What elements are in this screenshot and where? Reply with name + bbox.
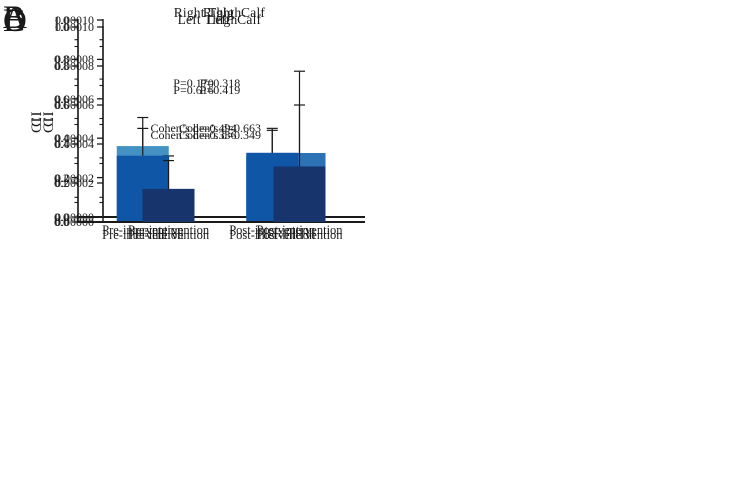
panel-letter-b: B — [3, 0, 26, 36]
panel-title-d: Left Calf — [206, 12, 262, 27]
y-tick-label: 0.00008 — [55, 59, 94, 73]
y-tick-label: 0.00010 — [55, 20, 94, 34]
x-category-label: Pre-intervention — [127, 228, 210, 242]
plot-canvas-d — [97, 26, 365, 223]
y-tick-label: 0.4 — [54, 137, 69, 151]
y-tick-label: 0.00000 — [55, 210, 94, 224]
cohens-d-text: Cohen’s d=0.663 — [178, 121, 262, 135]
p-value-text: P=0.616 — [173, 83, 214, 97]
y-tick-label: 0.00010 — [55, 13, 94, 27]
panel-title-b: Right Calf — [202, 5, 266, 20]
y-tick-label: 0.2 — [54, 176, 69, 190]
y-tick-label: 0.00002 — [55, 176, 94, 190]
y-tick-label: 0.00006 — [55, 98, 94, 112]
y-tick-label: 0.4 — [54, 131, 69, 146]
bar-post-intervention — [273, 166, 326, 222]
y-tick-label: 1.0 — [54, 20, 69, 34]
panel-letter-d: D — [3, 3, 27, 39]
bar-pre-intervention — [142, 188, 195, 222]
panel-title-c: Left Thigh — [177, 12, 238, 27]
y-tick-label: 0.00004 — [55, 137, 94, 151]
cohens-d-text: Cohen’s d=-0.336 — [150, 128, 237, 142]
p-value-text: P=0.318 — [199, 76, 241, 90]
y-tick-label: 1.0 — [54, 13, 69, 27]
y-tick-label: 0.8 — [54, 52, 69, 67]
x-category-label: Pre-intervention — [102, 228, 184, 242]
stats-annotation-d: P=0.419 Cohen’s d=0.349 — [89, 53, 351, 173]
y-tick-label: 0.2 — [54, 170, 69, 185]
x-category-label: Pre-intervention — [102, 223, 184, 237]
stats-annotation-b: P=0.318 Cohen’s d=0.663 — [89, 46, 351, 166]
y-tick-label: 0.00008 — [55, 52, 94, 67]
panel-letter-c: C — [3, 3, 26, 39]
y-tick-label: 0.00004 — [55, 131, 94, 146]
stats-annotation-a: P=0.170 Cohen’s d=-0.494 — [64, 46, 323, 166]
p-value-text: P=0.419 — [199, 83, 241, 97]
x-category-label: Post-intervention — [256, 223, 343, 237]
y-tick-label: 0.00000 — [55, 215, 94, 229]
panel-title-a: Right Thigh — [173, 5, 242, 20]
y-tick-label: 0.0 — [54, 210, 69, 224]
y-tick-label: 0.00006 — [55, 91, 94, 106]
x-category-label: Post-intervention — [229, 223, 316, 237]
y-tick-label: 0.6 — [54, 98, 69, 112]
p-value-text: P=0.170 — [173, 76, 214, 90]
panel-letter-a: A — [3, 0, 27, 36]
y-tick-label: 0.00002 — [55, 170, 94, 185]
x-category-label: Pre-intervention — [127, 223, 210, 237]
stats-annotation-c: P=0.616 Cohen’s d=-0.336 — [64, 53, 323, 173]
y-tick-label: 0.0 — [54, 215, 69, 229]
y-tick-label: 0.6 — [54, 91, 69, 106]
x-category-label: Post-intervention — [256, 228, 343, 242]
cohens-d-text: Cohen’s d=0.349 — [178, 128, 262, 142]
y-tick-label: 0.8 — [54, 59, 69, 73]
x-category-label: Post-intervention — [229, 228, 316, 242]
cohens-d-text: Cohen’s d=-0.494 — [150, 121, 237, 135]
panel-d: D Left Calf P=0.419 Cohen’s d=0.349 CI 0… — [0, 0, 368, 246]
